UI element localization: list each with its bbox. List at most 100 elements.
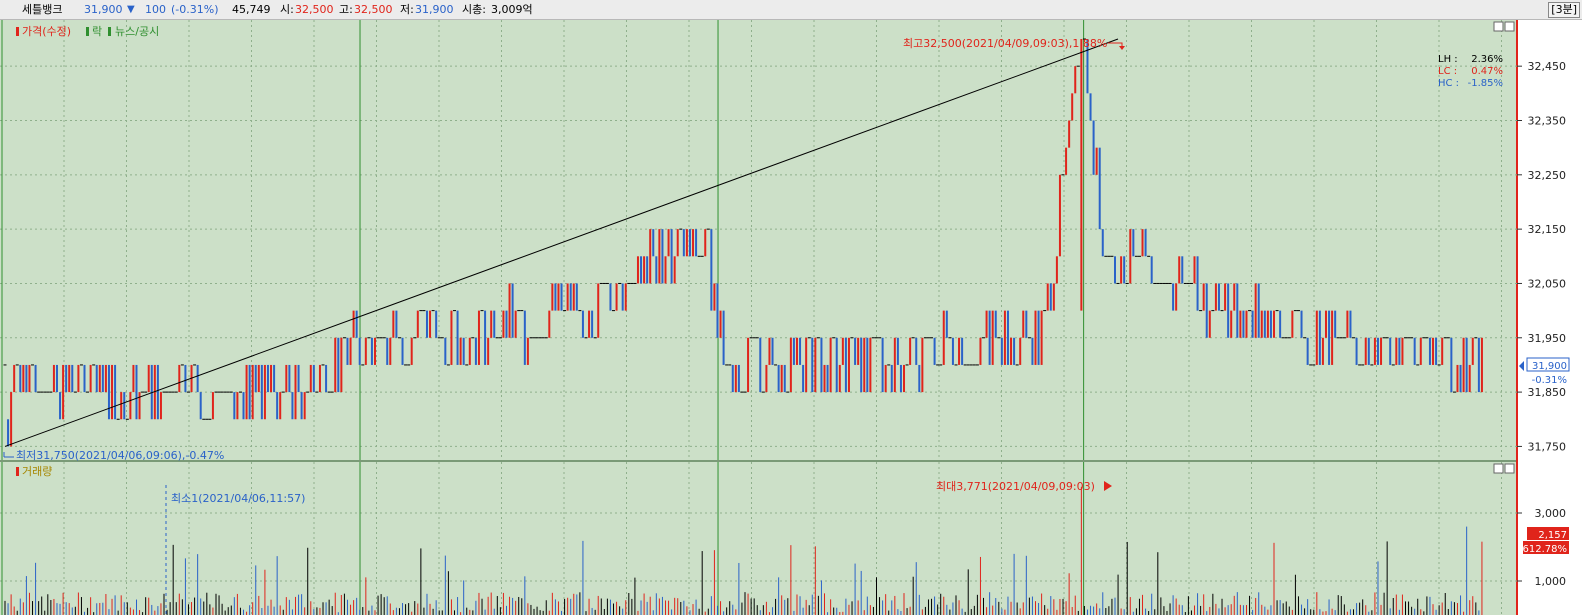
candle [444,337,447,365]
candle [658,229,661,284]
candle [474,337,477,365]
candle [1477,337,1480,393]
high-arrow-icon [1119,46,1125,50]
candle [958,337,961,365]
candle [62,364,65,420]
candle [196,364,199,393]
price-panel-bg [0,20,1517,460]
candle [7,419,10,447]
volume-panel-minimize-icon[interactable] [1493,463,1504,474]
candle [655,256,658,284]
stock-name[interactable]: 세틀뱅크 [22,3,63,16]
candle [1058,174,1061,257]
candle [459,337,462,365]
open-price: 32,500 [295,3,334,16]
price-tick-label: 32,350 [1528,114,1567,127]
candle [1037,310,1040,365]
volume-panel-bg [0,462,1517,615]
candle [1000,337,1003,365]
candle [303,392,306,420]
fall-legend-marker [86,27,89,36]
candle [1432,337,1435,365]
candle [609,283,612,311]
candle [487,337,490,365]
candle [123,392,126,420]
candle [266,364,269,393]
candle [581,310,584,338]
candle [71,364,74,393]
volume-legend[interactable]: 거래량 [22,465,52,478]
price-tick-label: 32,450 [1528,60,1567,73]
candle [713,283,716,311]
candle [621,283,624,311]
candle [392,310,395,338]
candle [1413,337,1416,365]
candle [352,310,355,338]
candle [1217,283,1220,311]
candle [386,337,389,365]
candle [560,283,563,311]
candle [514,310,517,338]
candle [664,256,667,284]
candle [820,337,823,393]
volume-panel-close-icon[interactable] [1504,463,1515,474]
candle [132,364,135,393]
candle [462,337,465,365]
price-legend[interactable]: 가격(수정) [22,25,71,38]
candle [1273,310,1276,338]
price-legend-marker [16,27,19,36]
news-legend[interactable]: 뉴스/공시 [115,25,159,38]
candle [921,337,924,393]
candle [245,364,248,420]
quote-header: 세틀뱅크 31,900 ▼ 100 (-0.31%) 45,749 시: 32,… [0,0,1582,20]
price-tick-label: 31,750 [1528,440,1567,453]
candle [1193,256,1196,284]
low-price: 31,900 [415,3,454,16]
timeframe-button[interactable]: [3분] [1548,2,1580,18]
candle [829,337,832,393]
news-legend-marker [108,27,111,36]
candle [1141,229,1144,257]
candle [1465,337,1468,393]
candle [257,364,260,393]
candle [557,283,560,311]
candle [101,364,104,393]
candle [903,364,906,393]
candle [1318,310,1321,365]
candle [468,337,471,365]
candle [792,337,795,365]
stock-chart: 32,450 32,350 32,250 32,150 32,050 31,950 31,8… [0,20,1582,615]
candle [988,310,991,365]
candle [640,256,643,284]
candle [1150,256,1153,284]
fall-legend[interactable]: 락 [92,25,102,38]
candle [505,310,508,338]
candle [493,310,496,338]
candle [1291,310,1294,338]
high-pointer [1108,42,1123,47]
candle [685,229,688,257]
market-cap: 3,009억 [491,3,533,16]
candle [156,364,159,420]
candle [389,337,392,365]
price-panel-minimize-icon[interactable] [1493,21,1504,32]
candle [759,337,762,393]
candle [251,364,254,420]
max-volume-arrow-icon [1104,481,1112,491]
price-panel-close-icon[interactable] [1504,21,1515,32]
candle [297,364,300,393]
candle [869,337,872,393]
trendline[interactable] [4,38,1119,447]
candle [854,337,857,365]
candle [1321,337,1324,365]
candle [805,337,808,393]
candle [425,310,428,338]
candle [1355,337,1358,365]
price-change: 100 [145,3,166,16]
candle [416,310,419,338]
candle [569,283,572,311]
candle [370,337,373,365]
candle [719,310,722,338]
price-candles [3,38,1483,447]
candle [1328,310,1331,365]
